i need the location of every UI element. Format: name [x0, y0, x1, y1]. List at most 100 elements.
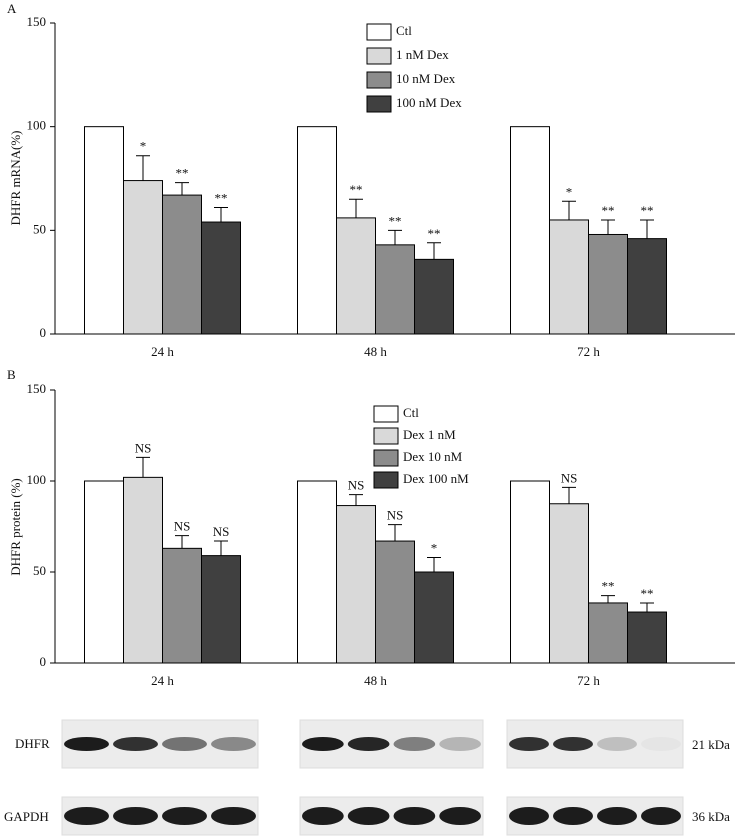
- bar: [84, 480, 124, 664]
- significance: **: [602, 203, 615, 218]
- bar: [510, 480, 550, 664]
- y-axis-label: DHFR protein (%): [8, 478, 23, 576]
- bar: [375, 244, 415, 335]
- legend-label: Ctl: [396, 23, 412, 38]
- y-tick-label: 150: [27, 381, 47, 396]
- blot-band: [64, 807, 109, 825]
- legend-label: 10 nM Dex: [396, 71, 456, 86]
- x-tick-label: 24 h: [151, 344, 174, 359]
- legend-swatch: [373, 471, 399, 489]
- legend-swatch: [373, 427, 399, 445]
- legend-label: 100 nM Dex: [396, 95, 462, 110]
- significance: **: [389, 213, 402, 228]
- bar: [201, 221, 241, 335]
- error-bar: [427, 556, 441, 572]
- bar: [84, 126, 124, 335]
- blot-band: [162, 737, 207, 751]
- x-tick-label: 48 h: [364, 344, 387, 359]
- y-tick-label: 100: [27, 472, 47, 487]
- error-bar: [388, 229, 402, 245]
- significance: NS: [561, 470, 578, 485]
- blot-band: [553, 807, 593, 825]
- blot-band: [553, 737, 593, 751]
- y-tick-label: 0: [40, 325, 47, 340]
- legend-swatch: [366, 47, 392, 65]
- blot-band: [302, 737, 344, 751]
- significance: **: [641, 586, 654, 601]
- blot-size: 21 kDa: [692, 737, 730, 752]
- significance: NS: [348, 478, 365, 493]
- blot-band: [641, 807, 681, 825]
- legend-label: 1 nM Dex: [396, 47, 449, 62]
- error-bar: [562, 200, 576, 220]
- legend-swatch: [373, 449, 399, 467]
- bar: [414, 571, 454, 664]
- error-bar: [136, 155, 150, 181]
- y-tick-label: 0: [40, 654, 47, 669]
- error-bar: [214, 540, 228, 556]
- bar: [375, 540, 415, 664]
- y-tick-label: 50: [33, 563, 46, 578]
- blot-band: [211, 737, 256, 751]
- y-tick-label: 50: [33, 221, 46, 236]
- blot-band: [64, 737, 109, 751]
- significance: **: [428, 226, 441, 241]
- y-tick-label: 100: [27, 118, 47, 133]
- bar: [336, 505, 376, 664]
- blot-band: [641, 737, 681, 751]
- x-tick-label: 24 h: [151, 673, 174, 688]
- error-bar: [601, 219, 615, 235]
- legend-swatch: [366, 95, 392, 113]
- y-axis-label: DHFR mRNA(%): [8, 131, 23, 226]
- significance: NS: [387, 508, 404, 523]
- blot-band: [113, 737, 158, 751]
- error-bar: [601, 595, 615, 603]
- blot-band: [597, 807, 637, 825]
- blot-band: [211, 807, 256, 825]
- y-tick-label: 150: [27, 14, 47, 29]
- blot-size: 36 kDa: [692, 809, 730, 824]
- blot-band: [509, 807, 549, 825]
- bar: [297, 126, 337, 335]
- significance: **: [641, 203, 654, 218]
- significance: NS: [213, 524, 230, 539]
- panel-label: A: [7, 1, 17, 16]
- bar: [162, 194, 202, 335]
- legend-label: Dex 1 nM: [403, 427, 456, 442]
- blot-band: [439, 807, 481, 825]
- error-bar: [562, 486, 576, 504]
- significance: **: [215, 191, 228, 206]
- x-tick-label: 72 h: [577, 673, 600, 688]
- bar: [549, 503, 589, 664]
- blot-band: [393, 807, 436, 825]
- significance: **: [602, 579, 615, 594]
- significance: *: [566, 184, 573, 199]
- bar: [201, 555, 241, 664]
- legend-label: Ctl: [403, 405, 419, 420]
- error-bar: [388, 524, 402, 542]
- bar: [549, 219, 589, 335]
- bar: [510, 126, 550, 335]
- blot-band: [302, 807, 344, 825]
- x-tick-label: 48 h: [364, 673, 387, 688]
- blot-band: [509, 737, 549, 751]
- bar: [627, 611, 667, 664]
- error-bar: [427, 242, 441, 260]
- significance: **: [176, 166, 189, 181]
- legend-swatch: [366, 23, 392, 41]
- legend-swatch: [366, 71, 392, 89]
- bar: [297, 480, 337, 664]
- legend-label: Dex 100 nM: [403, 471, 469, 486]
- blot-band: [113, 807, 158, 825]
- bar: [414, 258, 454, 335]
- error-bar: [175, 535, 189, 549]
- blot-band: [393, 737, 436, 751]
- error-bar: [640, 602, 654, 613]
- blot-band: [597, 737, 637, 751]
- blot-band: [347, 737, 390, 751]
- error-bar: [136, 456, 150, 478]
- significance: NS: [135, 440, 152, 455]
- significance: NS: [174, 519, 191, 534]
- bar: [162, 547, 202, 664]
